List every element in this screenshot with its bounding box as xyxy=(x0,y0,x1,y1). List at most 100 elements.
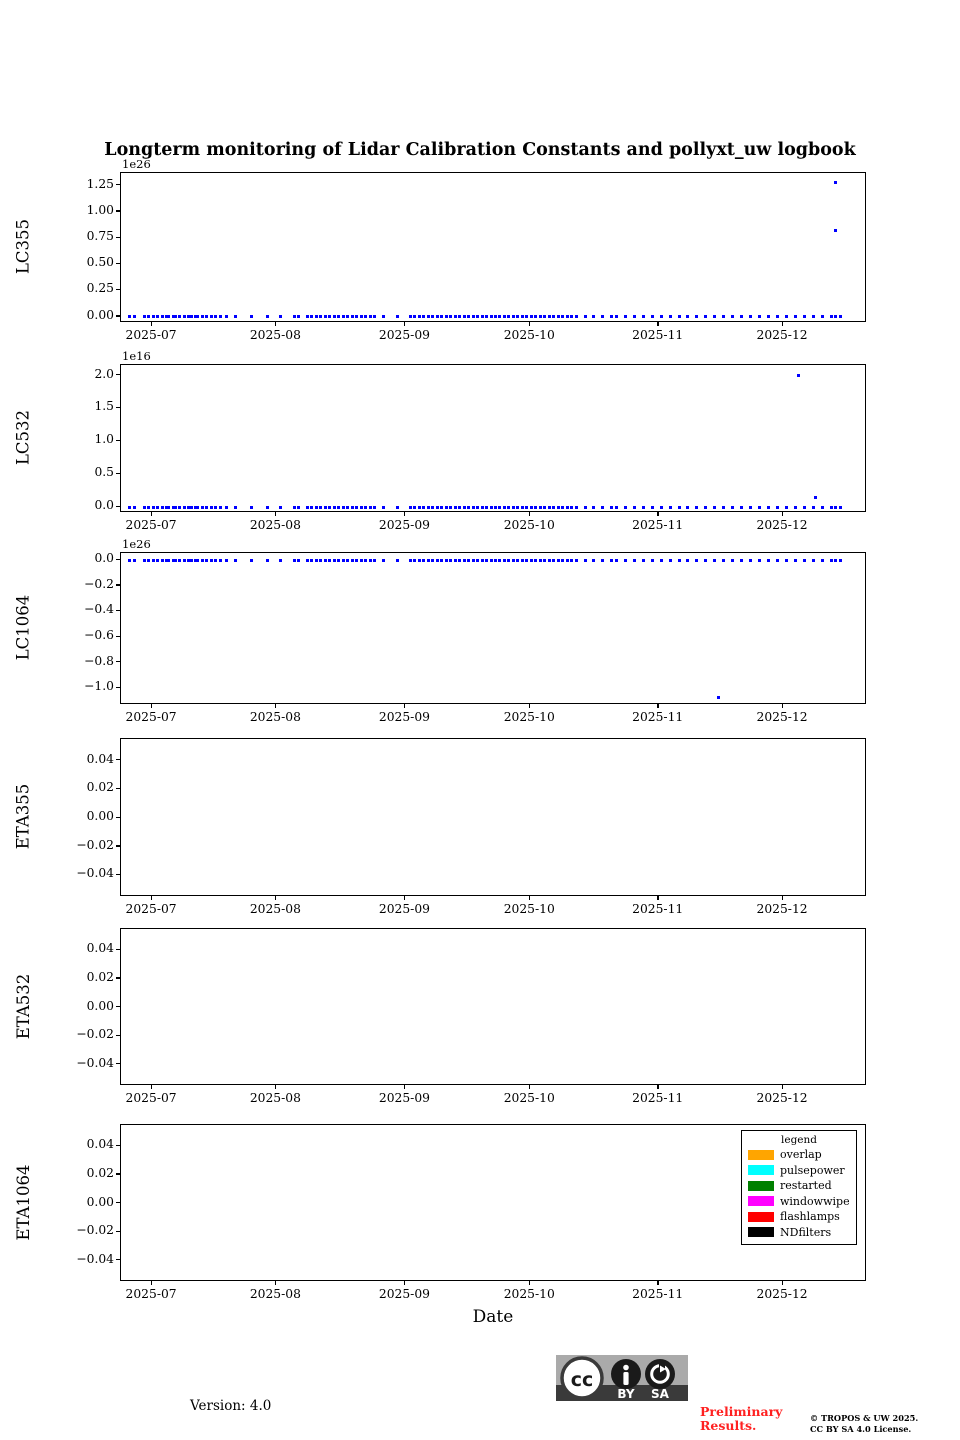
preliminary-results-note: Preliminary Results. xyxy=(700,1405,782,1433)
y-axis-offset-lc1064: 1e26 xyxy=(122,537,151,551)
data-point xyxy=(480,505,484,509)
plot-area-eta355 xyxy=(121,739,865,895)
y-tick-label: 0.04 xyxy=(86,941,114,956)
data-point xyxy=(265,315,269,319)
data-point xyxy=(355,315,359,319)
data-point xyxy=(413,558,417,562)
data-point xyxy=(556,558,560,562)
data-point xyxy=(641,558,645,562)
data-point xyxy=(467,315,471,319)
data-point xyxy=(205,315,209,319)
data-point xyxy=(507,558,511,562)
y-tick-mark xyxy=(116,315,120,317)
legend-title: legend xyxy=(781,1134,817,1146)
data-point xyxy=(820,315,824,319)
x-tick-label: 2025-08 xyxy=(249,710,301,724)
data-point xyxy=(695,315,699,319)
data-point xyxy=(368,505,372,509)
data-point xyxy=(659,505,663,509)
data-point xyxy=(147,315,151,319)
x-tick-mark xyxy=(657,896,659,900)
plot-panel-eta532 xyxy=(120,928,866,1085)
data-point xyxy=(467,505,471,509)
y-tick-label: 0.02 xyxy=(86,1165,114,1180)
data-point xyxy=(346,505,350,509)
data-point xyxy=(740,505,744,509)
y-tick-mark xyxy=(116,609,120,612)
data-point xyxy=(480,558,484,562)
legend-item-windowwipe[interactable]: windowwipe xyxy=(748,1194,850,1210)
cc-by-sa-icon: cc BY SA xyxy=(556,1355,688,1401)
x-tick-mark xyxy=(781,1085,783,1089)
legend-item-flashlamps[interactable]: flashlamps xyxy=(748,1209,850,1225)
data-point xyxy=(704,315,708,319)
x-tick-mark xyxy=(403,322,406,326)
x-tick-label: 2025-12 xyxy=(756,902,808,916)
legend-label: pulsepower xyxy=(780,1163,845,1177)
data-point xyxy=(458,558,462,562)
x-tick-mark xyxy=(150,1085,152,1089)
y-tick-label: −0.04 xyxy=(76,1055,114,1070)
data-point xyxy=(471,315,475,319)
legend-swatch-overlap xyxy=(748,1149,774,1160)
data-point xyxy=(187,315,191,319)
x-tick-label: 2025-12 xyxy=(756,1287,808,1301)
data-point xyxy=(408,558,412,562)
data-point xyxy=(547,558,551,562)
data-point xyxy=(128,505,132,509)
data-point xyxy=(132,505,136,509)
plot-panel-lc532 xyxy=(120,364,866,512)
data-point xyxy=(368,315,372,319)
data-point xyxy=(722,558,726,562)
data-point xyxy=(502,315,506,319)
y-tick-label: −0.4 xyxy=(84,602,114,617)
y-tick-mark xyxy=(116,184,120,186)
legend-item-pulsepower[interactable]: pulsepower xyxy=(748,1163,850,1179)
x-tick-mark xyxy=(528,1281,531,1285)
data-point xyxy=(214,315,218,319)
y-axis-label-lc355: LC355 xyxy=(13,218,33,275)
y-tick-label: 0.0 xyxy=(94,551,114,566)
data-point xyxy=(178,315,182,319)
data-point xyxy=(592,315,596,319)
legend-swatch-pulsepower xyxy=(748,1165,774,1176)
data-point xyxy=(196,315,200,319)
data-point xyxy=(444,505,448,509)
plot-panel-lc355 xyxy=(120,172,866,322)
data-point xyxy=(297,558,301,562)
data-point xyxy=(234,558,238,562)
x-tick-mark xyxy=(781,512,783,516)
data-point xyxy=(731,505,735,509)
legend-item-ndfilters[interactable]: NDfilters xyxy=(748,1225,850,1241)
data-point xyxy=(758,558,762,562)
data-point xyxy=(128,315,132,319)
x-tick-label: 2025-12 xyxy=(756,518,808,532)
data-point xyxy=(520,558,524,562)
data-point xyxy=(493,505,497,509)
y-tick-mark xyxy=(116,1230,120,1232)
legend-item-restarted[interactable]: restarted xyxy=(748,1178,850,1194)
y-tick-label: 1.0 xyxy=(94,432,114,447)
x-tick-mark xyxy=(403,1085,406,1089)
data-point-outlier xyxy=(814,496,818,500)
data-point xyxy=(458,315,462,319)
data-point xyxy=(292,315,296,319)
data-point xyxy=(182,558,186,562)
y-tick-mark xyxy=(116,472,120,474)
data-point xyxy=(171,558,175,562)
data-point xyxy=(359,558,363,562)
legend-label: restarted xyxy=(780,1179,832,1193)
data-point xyxy=(650,505,654,509)
data-point xyxy=(341,558,345,562)
data-point xyxy=(529,505,533,509)
legend-item-overlap[interactable]: overlap xyxy=(748,1147,850,1163)
data-point xyxy=(767,315,771,319)
data-point xyxy=(214,505,218,509)
x-tick-label: 2025-12 xyxy=(756,710,808,724)
data-point xyxy=(225,505,229,509)
data-point xyxy=(314,315,318,319)
y-tick-mark xyxy=(116,262,120,265)
data-point xyxy=(502,505,506,509)
y-tick-label: 0.04 xyxy=(86,1137,114,1152)
x-tick-label: 2025-08 xyxy=(249,902,301,916)
